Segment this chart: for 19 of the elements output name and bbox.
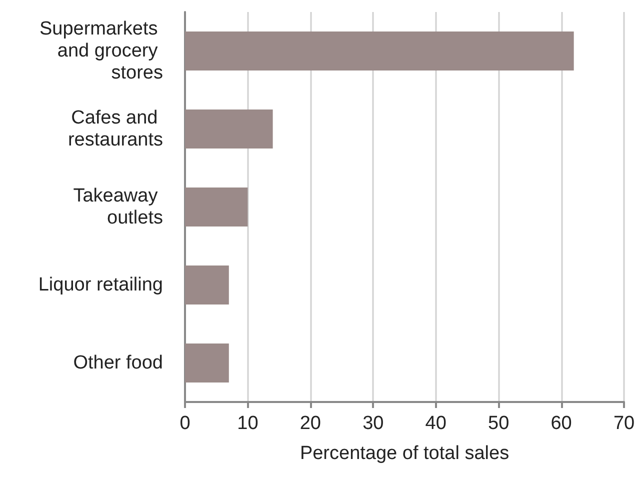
x-tick-label: 40	[425, 413, 446, 434]
bar	[185, 344, 229, 382]
y-tick-label: Cafes and restaurants	[68, 108, 163, 150]
x-tick-label: 20	[300, 413, 321, 434]
bar	[185, 32, 574, 70]
y-tick-label: Liquor retailing	[38, 274, 163, 296]
y-tick-label: Takeaway outlets	[73, 186, 163, 228]
bar	[185, 110, 273, 148]
x-axis-title: Percentage of total sales	[300, 443, 510, 464]
x-tick-label: 0	[180, 413, 190, 434]
x-tick-label: 30	[362, 413, 384, 434]
x-tick-label: 60	[550, 413, 572, 434]
x-tick-label: 50	[488, 413, 510, 434]
bar	[185, 266, 229, 304]
x-tick-label: 70	[613, 413, 635, 434]
x-tick-label: 10	[237, 413, 258, 434]
y-tick-label: Supermarkets and grocery stores	[39, 18, 163, 84]
bar	[185, 188, 248, 226]
y-tick-label: Other food	[73, 352, 163, 374]
